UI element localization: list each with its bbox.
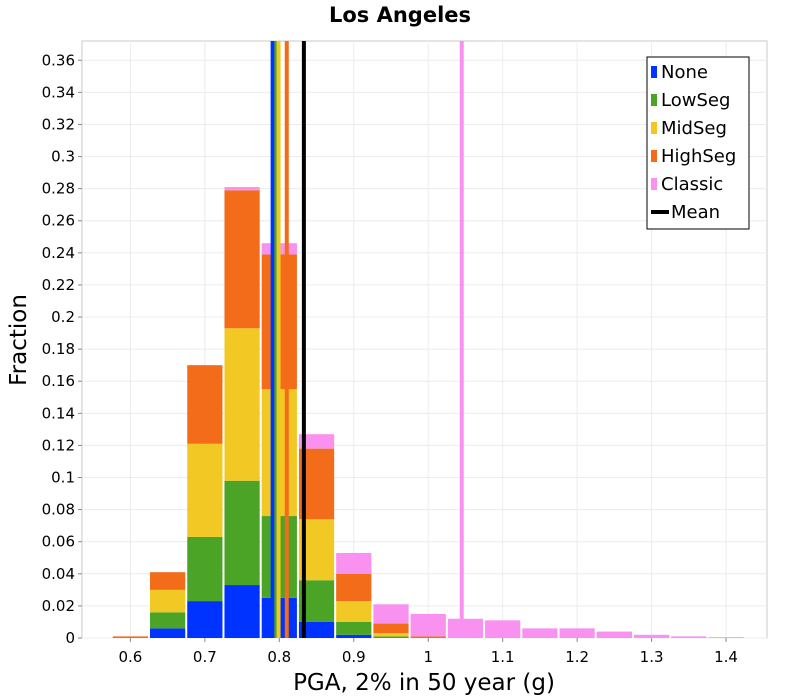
x-axis-label: PGA, 2% in 50 year (g)	[293, 670, 555, 696]
y-tick-label: 0.02	[42, 597, 75, 615]
bar-none	[298, 621, 335, 638]
bar-lowseg	[187, 536, 223, 602]
bar-none	[336, 634, 372, 638]
y-tick-label: 0.36	[42, 51, 75, 69]
y-tick-label: 0.32	[42, 115, 75, 133]
legend-none-swatch	[651, 66, 657, 78]
x-tick-label: 1.4	[714, 648, 738, 666]
legend-midseg-swatch	[651, 122, 657, 134]
y-tick-label: 0.2	[51, 308, 75, 326]
bar-none	[150, 628, 186, 638]
bar-classic	[708, 637, 744, 638]
x-tick-label: 1.2	[565, 648, 589, 666]
bar-classic	[633, 634, 670, 638]
bar-classic	[522, 628, 558, 638]
legend-classic-swatch	[651, 178, 657, 190]
bar-highseg	[410, 636, 446, 638]
legend-highseg-swatch	[651, 150, 657, 162]
legend-midseg-label: MidSeg	[661, 118, 727, 139]
bar-midseg	[336, 601, 372, 622]
bar-classic	[373, 604, 409, 624]
legend-classic-label: Classic	[661, 174, 723, 195]
bar-highseg	[187, 365, 223, 444]
legend-box	[646, 56, 750, 230]
bar-none	[224, 585, 260, 638]
bar-classic	[224, 187, 260, 191]
bar-midseg	[187, 443, 223, 537]
y-tick-label: 0.14	[42, 404, 75, 422]
bar-classic	[671, 636, 707, 638]
bar-highseg	[336, 573, 372, 602]
bar-classic	[447, 618, 484, 638]
bar-midseg	[150, 589, 186, 613]
legend-none-label: None	[661, 62, 708, 83]
bar-midseg	[373, 633, 409, 637]
x-axis: 0.6 0.7 0.8 0.9 1 1.1 1.2 1.3 1.4	[118, 638, 738, 666]
legend-lowseg-label: LowSeg	[661, 90, 730, 111]
chart-title: Los Angeles	[329, 3, 471, 27]
x-tick-label: 1.3	[640, 648, 664, 666]
x-tick-label: 1	[423, 648, 433, 666]
bar-lowseg	[224, 480, 260, 586]
mean-lines	[270, 41, 464, 638]
bar-midseg	[224, 328, 260, 481]
bar-lowseg	[336, 621, 372, 635]
y-tick-label: 0.24	[42, 244, 75, 262]
bar-none	[187, 601, 223, 638]
legend-mean-swatch	[651, 210, 669, 214]
legend: None LowSeg MidSeg HighSeg Classic Mean	[646, 56, 750, 230]
legend-lowseg-swatch	[651, 94, 657, 106]
y-tick-label: 0.06	[42, 533, 75, 551]
y-tick-label: 0.12	[42, 436, 75, 454]
y-tick-label: 0	[65, 629, 75, 647]
x-tick-label: 0.8	[267, 648, 291, 666]
x-tick-label: 0.9	[342, 648, 366, 666]
x-tick-label: 0.7	[193, 648, 217, 666]
y-tick-label: 0.3	[51, 148, 75, 166]
y-tick-label: 0.34	[42, 83, 75, 101]
bar-lowseg	[373, 636, 409, 638]
y-tick-label: 0.08	[42, 501, 75, 519]
legend-mean-label: Mean	[671, 202, 720, 223]
y-tick-label: 0.28	[42, 180, 75, 198]
bar-classic	[596, 631, 632, 638]
bar-highseg	[112, 636, 149, 638]
y-tick-label: 0.1	[51, 469, 75, 487]
legend-highseg-label: HighSeg	[661, 146, 736, 167]
y-tick-label: 0.22	[42, 276, 75, 294]
y-axis: 0 0.02 0.04 0.06 0.08 0.1 0.12 0.14 0.16 0.18 0.2 0…	[42, 51, 82, 647]
bar-classic	[410, 613, 446, 637]
y-tick-label: 0.26	[42, 212, 75, 230]
bar-highseg	[150, 572, 186, 590]
x-tick-label: 1.1	[491, 648, 515, 666]
y-tick-label: 0.04	[42, 565, 75, 583]
x-tick-label: 0.6	[118, 648, 142, 666]
bar-classic	[298, 434, 335, 449]
y-tick-label: 0.18	[42, 340, 75, 358]
y-tick-label: 0.16	[42, 372, 75, 390]
bar-highseg	[373, 623, 409, 634]
bar-classic	[559, 628, 595, 638]
bar-classic	[336, 552, 372, 574]
bar-classic	[485, 620, 521, 638]
bar-highseg	[224, 190, 260, 329]
y-axis-label: Fraction	[6, 294, 32, 386]
bar-lowseg	[150, 612, 186, 629]
